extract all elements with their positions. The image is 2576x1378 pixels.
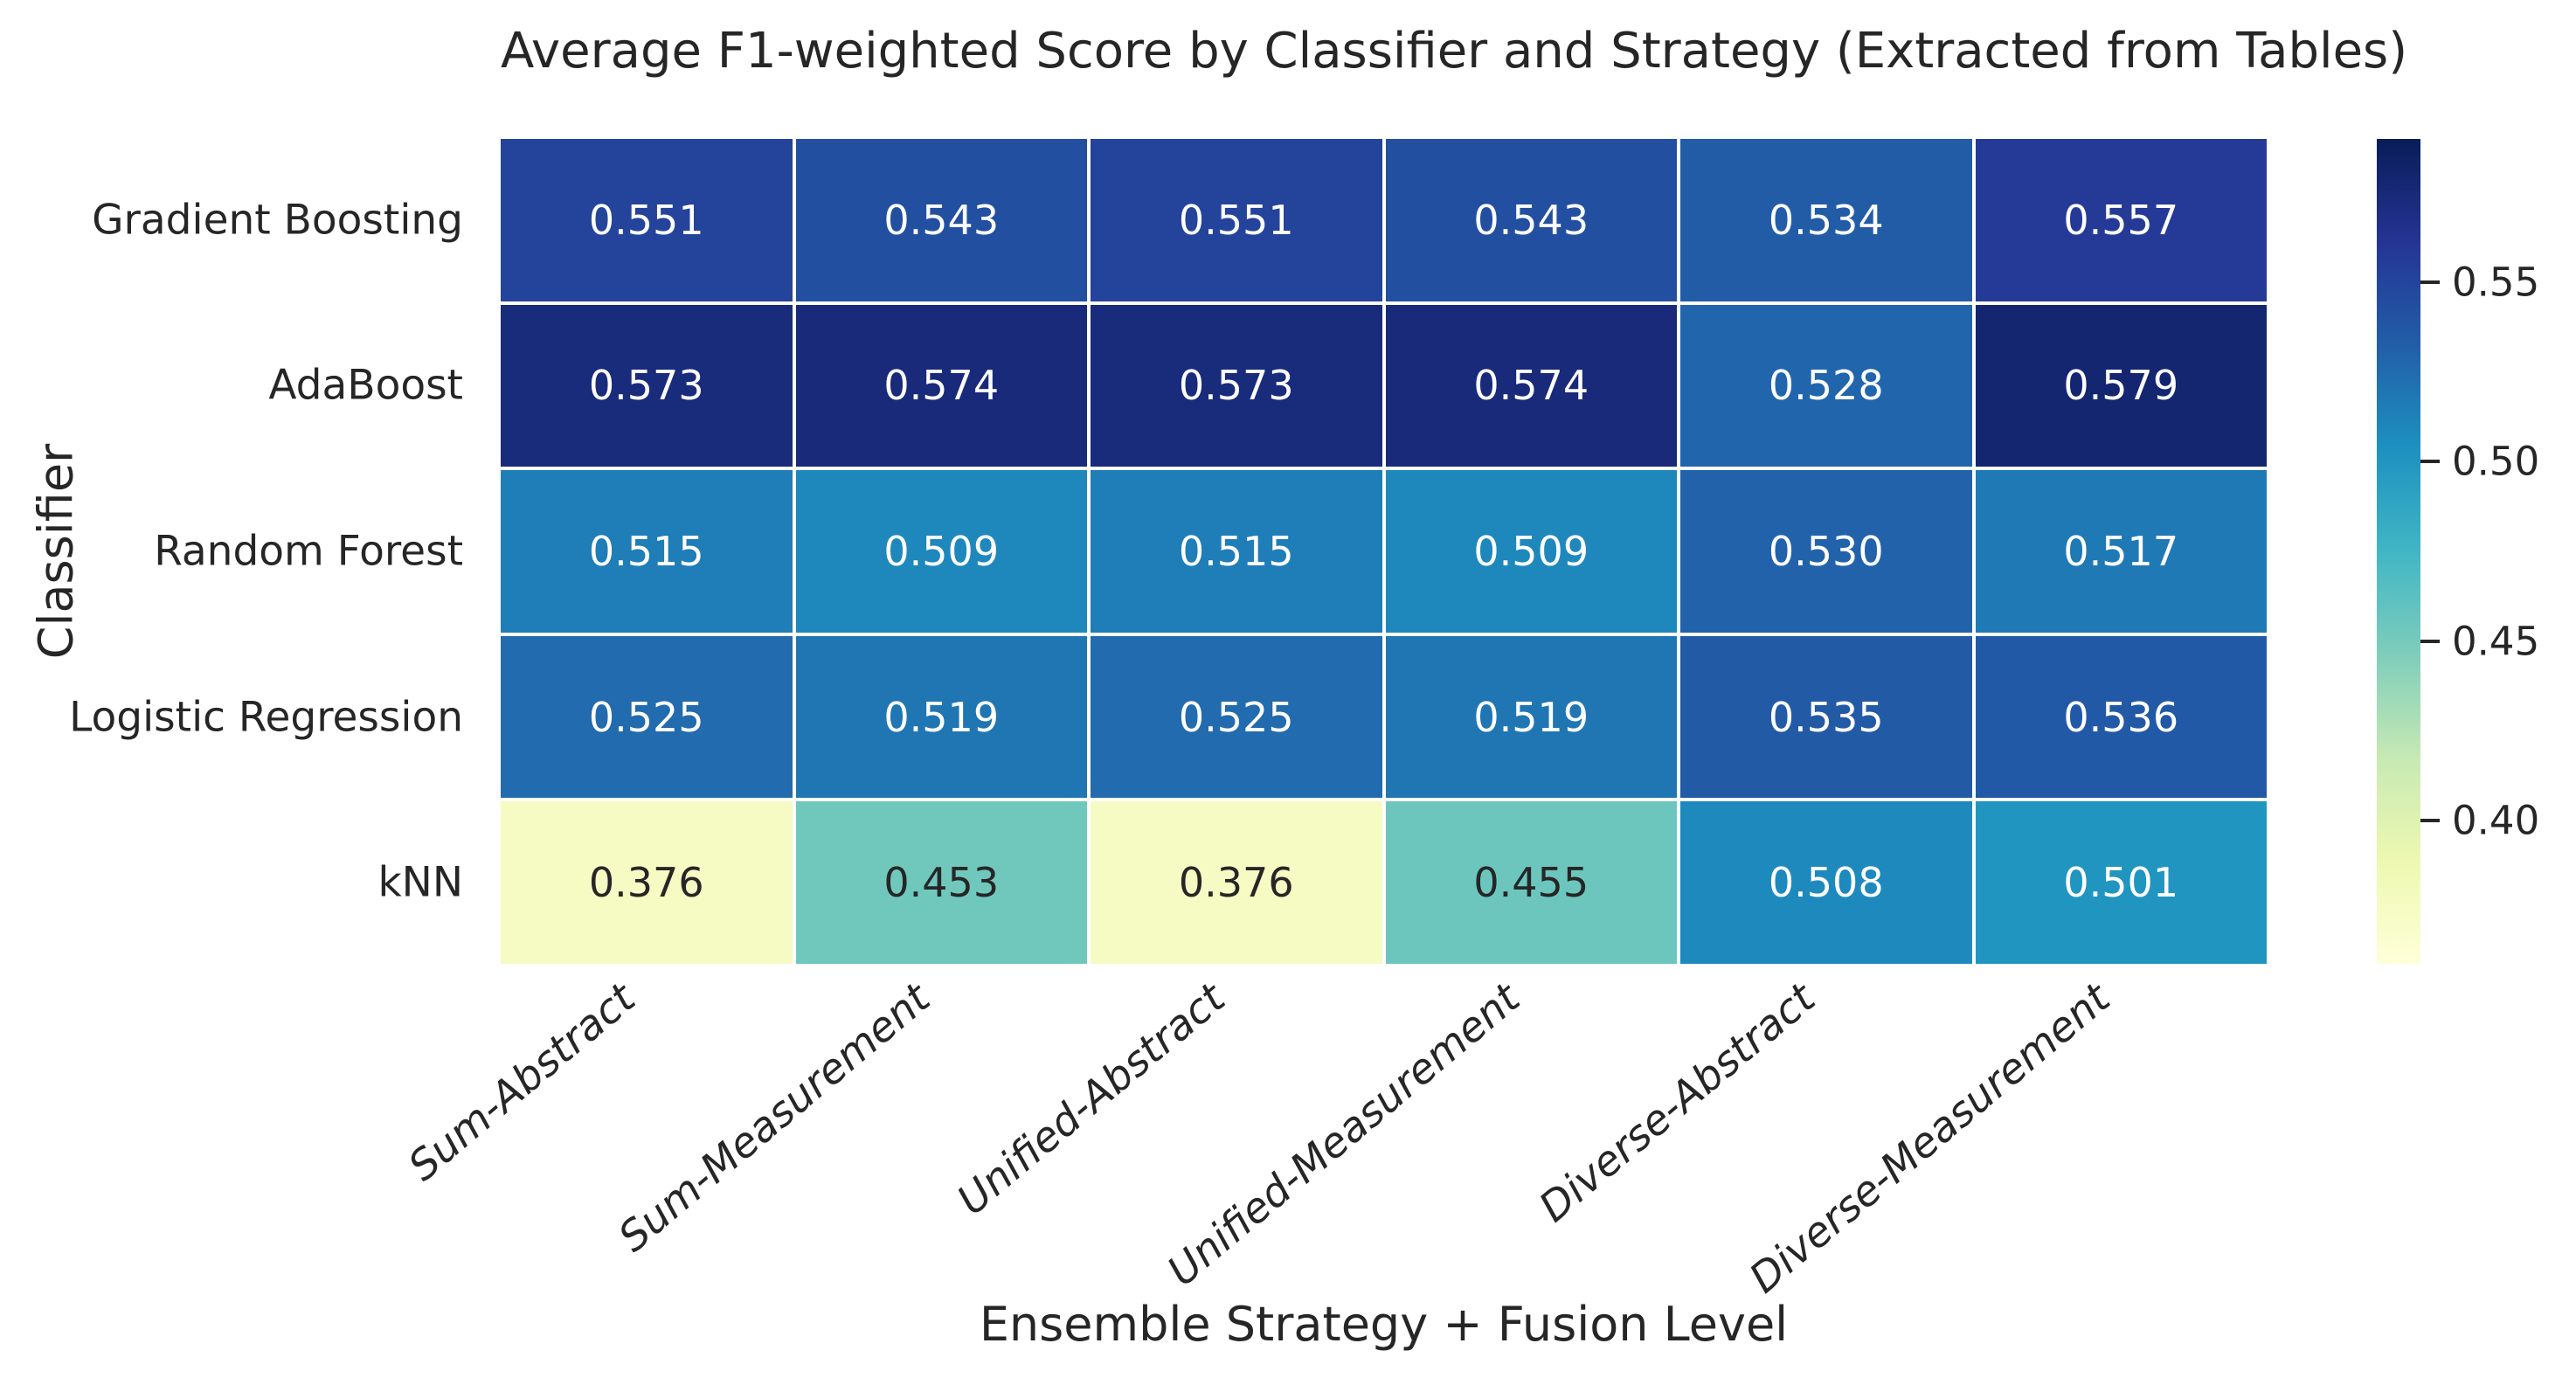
heatmap-cell: 0.543 bbox=[795, 139, 1087, 301]
x-tick-label: Sum-Measurement bbox=[609, 973, 940, 1262]
heatmap-cell: 0.509 bbox=[1385, 470, 1677, 633]
y-tick-label: Logistic Regression bbox=[69, 693, 463, 742]
cell-value: 0.509 bbox=[883, 527, 1000, 575]
heatmap-grid: 0.551 0.543 0.551 0.543 0.534 0.557 0.573 0.574… bbox=[501, 139, 2267, 964]
cell-value: 0.528 bbox=[1768, 362, 1884, 410]
y-tick-label: Random Forest bbox=[154, 527, 463, 576]
x-tick-label: Unified-Abstract bbox=[948, 973, 1235, 1225]
cell-value: 0.579 bbox=[2063, 362, 2179, 410]
heatmap-cell: 0.573 bbox=[1091, 304, 1382, 467]
cell-value: 0.557 bbox=[2063, 196, 2179, 244]
cell-value: 0.515 bbox=[1178, 527, 1294, 575]
heatmap-cell: 0.530 bbox=[1680, 470, 1972, 633]
cell-value: 0.453 bbox=[883, 859, 1000, 907]
heatmap-cell: 0.525 bbox=[1091, 635, 1382, 799]
cell-value: 0.515 bbox=[588, 527, 704, 575]
heatmap-cell: 0.536 bbox=[1975, 635, 2267, 799]
x-tick-label: Diverse-Abstract bbox=[1530, 973, 1825, 1232]
y-tick-label: kNN bbox=[377, 858, 463, 907]
colorbar-tick-mark bbox=[2420, 639, 2440, 643]
heatmap-cell: 0.557 bbox=[1975, 139, 2267, 301]
heatmap-cell: 0.534 bbox=[1680, 139, 1972, 301]
y-tick-label: Gradient Boosting bbox=[92, 196, 463, 245]
x-axis-title: Ensemble Strategy + Fusion Level bbox=[979, 1297, 1789, 1352]
heatmap-cell: 0.573 bbox=[501, 304, 793, 467]
heatmap-cell: 0.517 bbox=[1975, 470, 2267, 633]
colorbar-tick-mark bbox=[2420, 818, 2440, 822]
colorbar: 0.55 0.50 0.45 0.40 bbox=[2377, 139, 2539, 964]
cell-value: 0.501 bbox=[2063, 859, 2179, 907]
heatmap-cell: 0.501 bbox=[1975, 801, 2267, 964]
heatmap-cell: 0.528 bbox=[1680, 304, 1972, 467]
heatmap-cell: 0.551 bbox=[1091, 139, 1382, 301]
cell-value: 0.517 bbox=[2063, 527, 2179, 575]
cell-value: 0.573 bbox=[588, 362, 704, 410]
y-axis-title: Classifier bbox=[28, 443, 84, 660]
heatmap-cell: 0.376 bbox=[501, 801, 793, 964]
heatmap-cell: 0.519 bbox=[795, 635, 1087, 799]
cell-value: 0.376 bbox=[1178, 859, 1294, 907]
x-tick-label: Sum-Abstract bbox=[399, 973, 645, 1191]
chart-title: Average F1-weighted Score by Classifier … bbox=[501, 23, 2408, 80]
heatmap-cell: 0.453 bbox=[795, 801, 1087, 964]
colorbar-tick-label: 0.45 bbox=[2452, 618, 2540, 665]
heatmap-cell: 0.508 bbox=[1680, 801, 1972, 964]
heatmap-cell: 0.519 bbox=[1385, 635, 1677, 799]
cell-value: 0.535 bbox=[1768, 693, 1884, 741]
colorbar-tick-mark bbox=[2420, 280, 2440, 285]
colorbar-tick-label: 0.55 bbox=[2452, 259, 2540, 306]
heatmap-cell: 0.579 bbox=[1975, 304, 2267, 467]
cell-value: 0.534 bbox=[1768, 196, 1884, 244]
cell-value: 0.543 bbox=[1473, 196, 1589, 244]
heatmap-cell: 0.376 bbox=[1091, 801, 1382, 964]
colorbar-tick-label: 0.50 bbox=[2452, 438, 2540, 485]
cell-value: 0.543 bbox=[883, 196, 1000, 244]
cell-value: 0.573 bbox=[1178, 362, 1294, 410]
heatmap-cell: 0.551 bbox=[501, 139, 793, 301]
cell-value: 0.530 bbox=[1768, 527, 1884, 575]
colorbar-tick-label: 0.40 bbox=[2452, 797, 2540, 844]
y-tick-label: AdaBoost bbox=[268, 361, 463, 410]
heatmap-cell: 0.525 bbox=[501, 635, 793, 799]
colorbar-tick-mark bbox=[2420, 460, 2440, 464]
heatmap-cell: 0.509 bbox=[795, 470, 1087, 633]
cell-value: 0.525 bbox=[588, 693, 704, 741]
cell-value: 0.376 bbox=[588, 859, 704, 907]
cell-value: 0.519 bbox=[883, 693, 1000, 741]
cell-value: 0.519 bbox=[1473, 693, 1589, 741]
cell-value: 0.551 bbox=[1178, 196, 1294, 244]
heatmap-cell: 0.455 bbox=[1385, 801, 1677, 964]
heatmap-cell: 0.515 bbox=[1091, 470, 1382, 633]
colorbar-gradient bbox=[2377, 139, 2420, 964]
heatmap-cell: 0.535 bbox=[1680, 635, 1972, 799]
cell-value: 0.536 bbox=[2063, 693, 2179, 741]
cell-value: 0.525 bbox=[1178, 693, 1294, 741]
heatmap-cell: 0.574 bbox=[795, 304, 1087, 467]
heatmap-cell: 0.574 bbox=[1385, 304, 1677, 467]
cell-value: 0.551 bbox=[588, 196, 704, 244]
cell-value: 0.508 bbox=[1768, 859, 1884, 907]
cell-value: 0.574 bbox=[1473, 362, 1589, 410]
cell-value: 0.509 bbox=[1473, 527, 1589, 575]
cell-value: 0.455 bbox=[1473, 859, 1589, 907]
cell-value: 0.574 bbox=[883, 362, 1000, 410]
heatmap-cell: 0.515 bbox=[501, 470, 793, 633]
heatmap-cell: 0.543 bbox=[1385, 139, 1677, 301]
